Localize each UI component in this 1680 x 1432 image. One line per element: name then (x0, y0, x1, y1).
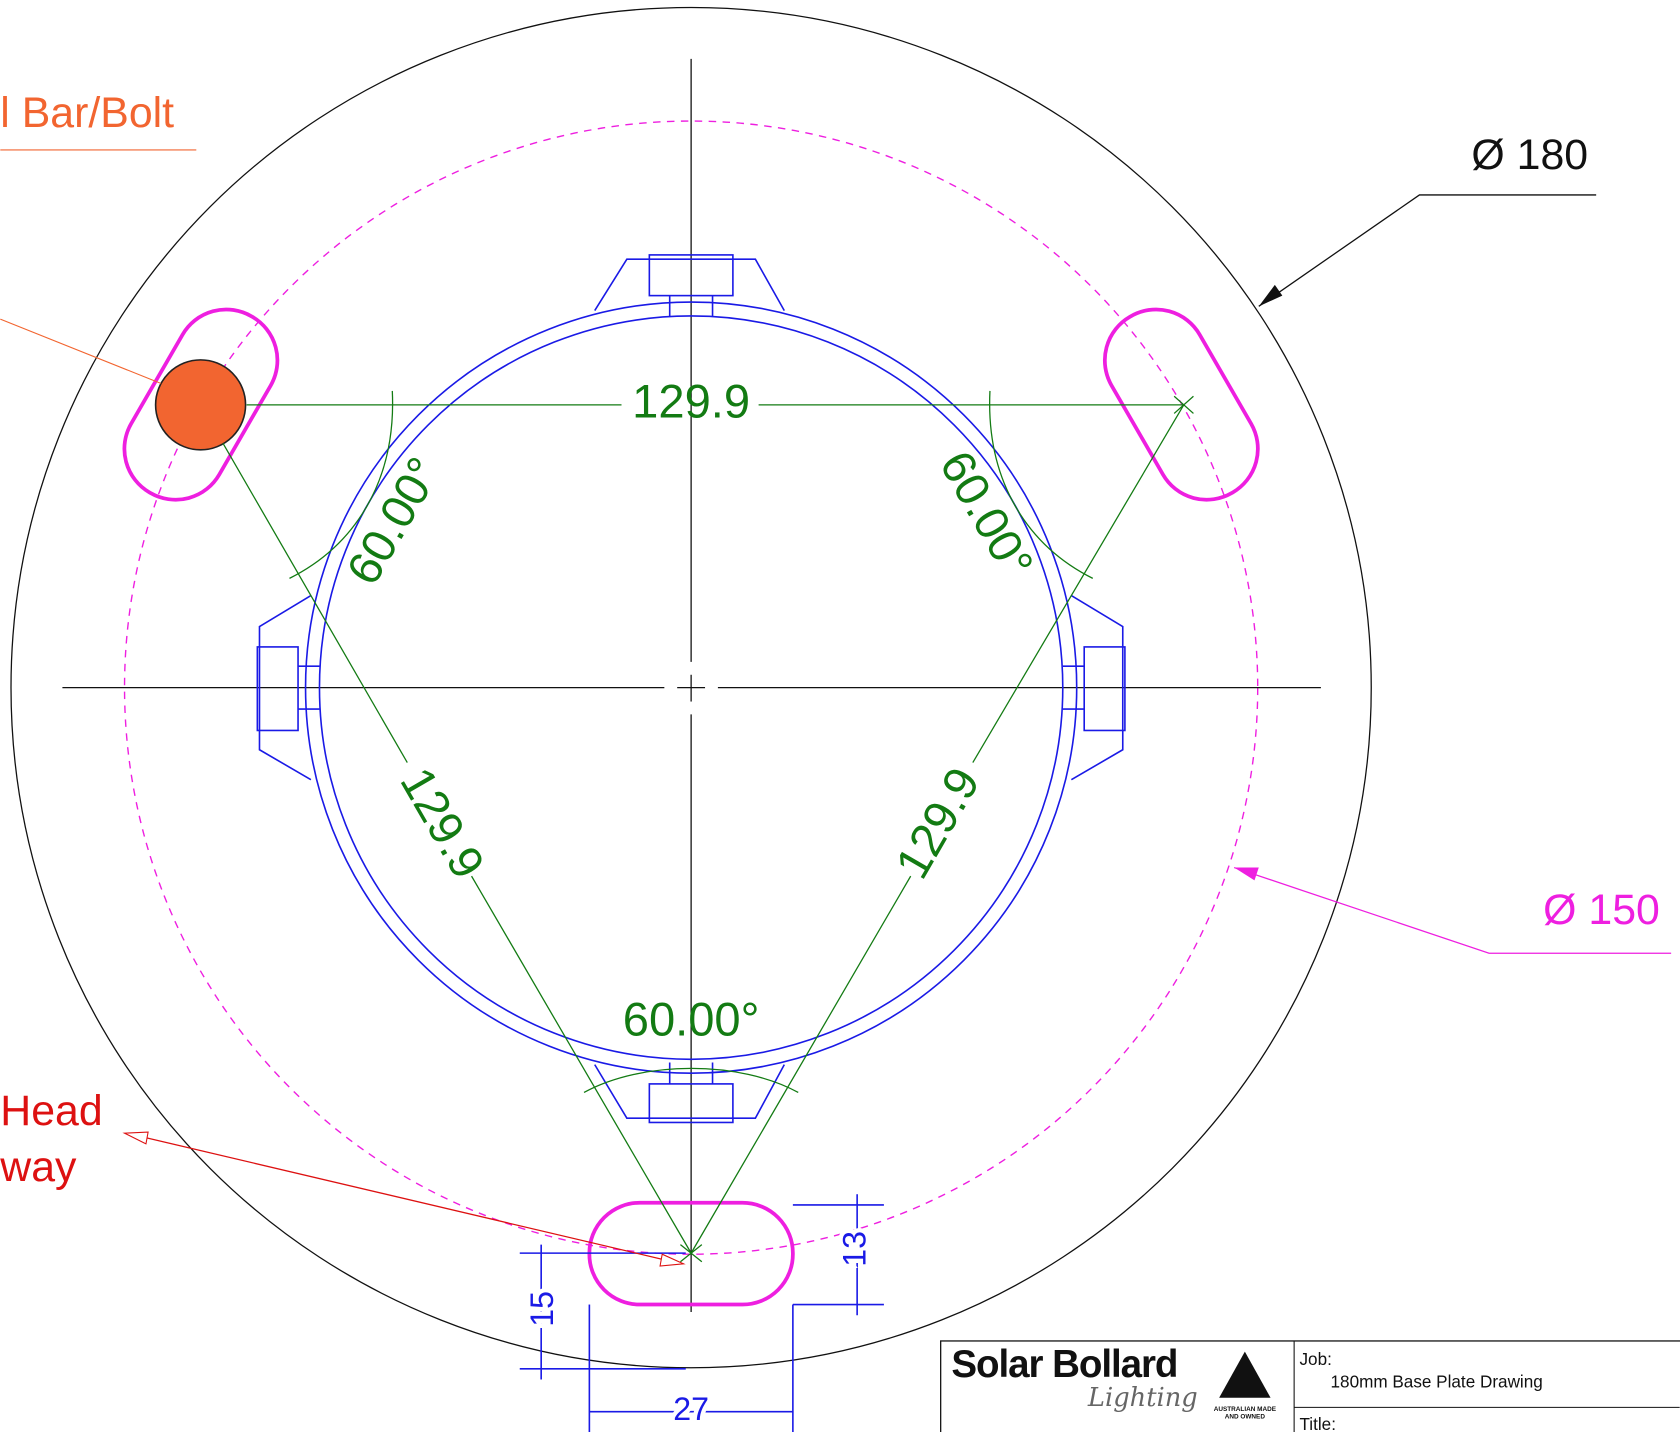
field-value: 180mm Base Plate Drawing (1331, 1371, 1543, 1391)
arrow (1259, 285, 1283, 306)
field-label: Title: (1299, 1414, 1335, 1432)
dimension-text: 13 (837, 1231, 873, 1267)
dimension-text: 129.9 (885, 758, 990, 887)
centre-lines (62, 59, 1320, 1312)
badge-text: AND OWNED (1225, 1414, 1266, 1421)
angle-text: 60.00° (930, 442, 1044, 587)
arrow (1234, 868, 1259, 881)
angle-text: 60.00° (623, 992, 760, 1045)
callout-text: Head (0, 1087, 102, 1135)
page: 129.9 129.9 129.9 60.00° 60.00° 60.00° 1… (0, 0, 1680, 1432)
callout-text: Ø 180 (1471, 131, 1588, 179)
dimension-text: 27 (673, 1391, 709, 1427)
brand-sub: Lighting (1087, 1383, 1198, 1413)
callout-text: l Bar/Bolt (0, 89, 174, 137)
bolt (156, 360, 246, 450)
dimension-text: 129.9 (391, 758, 496, 887)
leader (127, 1133, 682, 1264)
leader (0, 319, 161, 383)
angle-text: 60.00° (336, 448, 450, 593)
drawing: 129.9 129.9 129.9 60.00° 60.00° 60.00° 1… (0, 0, 1680, 1432)
dimension-text: 129.9 (632, 374, 750, 427)
leader (1259, 195, 1596, 306)
badge-text: AUSTRALIAN MADE (1214, 1406, 1277, 1413)
callout-text: Ø 150 (1543, 886, 1660, 934)
brand: Solar Bollard (951, 1343, 1177, 1386)
title-block: Solar Bollard Lighting AUSTRALIAN MADE A… (941, 1341, 1680, 1432)
callout-text: way (0, 1143, 77, 1191)
field-label: Job: (1299, 1349, 1331, 1369)
dimension-text: 15 (524, 1291, 560, 1327)
